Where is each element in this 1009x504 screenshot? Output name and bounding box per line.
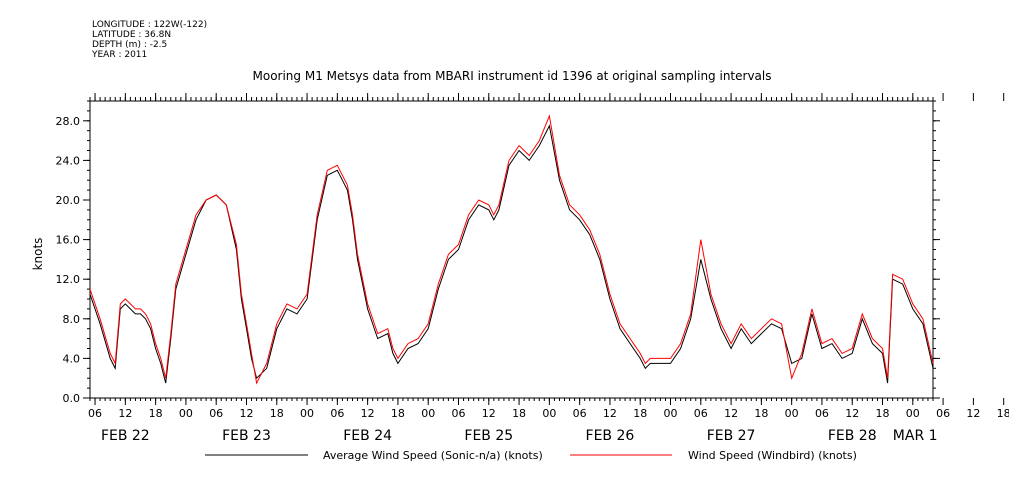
x-tick-label: 12 xyxy=(118,407,132,420)
y-tick-label: 28.0 xyxy=(56,115,81,128)
x-tick-label: 18 xyxy=(270,407,284,420)
y-tick-label: 4.0 xyxy=(63,352,81,365)
latitude-label: LATITUDE : 36.8N xyxy=(92,30,172,40)
x-tick-label: 06 xyxy=(209,407,223,420)
x-day-label: FEB 22 xyxy=(101,428,150,444)
x-tick-label: 18 xyxy=(149,407,163,420)
x-tick-label: 12 xyxy=(482,407,496,420)
x-tick-label: 12 xyxy=(603,407,617,420)
x-tick-label: 00 xyxy=(906,407,920,420)
x-tick-label: 06 xyxy=(451,407,465,420)
x-tick-label: 18 xyxy=(633,407,647,420)
depth-label: DEPTH (m) : -2.5 xyxy=(92,40,168,50)
x-tick-label: 06 xyxy=(694,407,708,420)
plot-frame xyxy=(89,100,934,399)
x-tick-label: 18 xyxy=(876,407,890,420)
year-label: YEAR : 2011 xyxy=(92,50,148,60)
y-tick-label: 16.0 xyxy=(56,234,81,247)
minor-ticks xyxy=(87,97,936,401)
x-tick-label: 00 xyxy=(542,407,556,420)
x-day-label: FEB 27 xyxy=(707,428,756,444)
y-tick-label: 24.0 xyxy=(56,154,81,167)
x-tick-label: 00 xyxy=(785,407,799,420)
longitude-label: LONGITUDE : 122W(-122) xyxy=(92,20,208,30)
legend: Average Wind Speed (Sonic-n/a) (knots) Wi… xyxy=(205,449,857,462)
x-tick-label: 06 xyxy=(936,407,950,420)
x-day-label: FEB 26 xyxy=(586,428,635,444)
x-tick-label: 18 xyxy=(754,407,768,420)
y-axis: 0.0 4.0 8.0 12.0 16.0 20.0 24.0 28.0 xyxy=(56,115,940,405)
y-tick-label: 12.0 xyxy=(56,273,81,286)
series-lines xyxy=(89,114,934,385)
chart-title: Mooring M1 Metsys data from MBARI instru… xyxy=(253,69,772,83)
y-tick-label: 0.0 xyxy=(63,392,81,405)
x-tick-label: 18 xyxy=(391,407,405,420)
x-tick-label: 12 xyxy=(239,407,253,420)
x-tick-label: 06 xyxy=(573,407,587,420)
x-day-label: FEB 28 xyxy=(828,428,877,444)
legend-label-windbird-wind-speed: Wind Speed (Windbird) (knots) xyxy=(688,449,857,462)
x-tick-label: 18 xyxy=(997,407,1009,420)
x-day-label: FEB 23 xyxy=(222,428,271,444)
y-axis-label: knots xyxy=(31,238,45,271)
x-tick-label: 06 xyxy=(815,407,829,420)
x-tick-label: 06 xyxy=(330,407,344,420)
x-day-label: FEB 25 xyxy=(464,428,513,444)
series-line-average-wind-speed xyxy=(89,124,934,384)
x-tick-label: 00 xyxy=(300,407,314,420)
x-day-label: MAR 1 xyxy=(893,428,938,444)
x-tick-label: 12 xyxy=(361,407,375,420)
series-line-windbird-wind-speed xyxy=(89,114,934,385)
x-tick-label: 18 xyxy=(512,407,526,420)
x-tick-label: 12 xyxy=(966,407,980,420)
x-tick-label: 12 xyxy=(724,407,738,420)
x-tick-label: 00 xyxy=(179,407,193,420)
x-axis: 06 12 18 00 06 12 18 00 06 12 18 00 06 12 18 00 06 12 18 00… xyxy=(88,93,1009,444)
y-tick-label: 8.0 xyxy=(63,313,81,326)
x-tick-label: 06 xyxy=(88,407,102,420)
x-tick-label: 00 xyxy=(421,407,435,420)
x-day-label: FEB 24 xyxy=(343,428,392,444)
x-tick-label: 00 xyxy=(664,407,678,420)
y-tick-label: 20.0 xyxy=(56,194,81,207)
legend-label-average-wind-speed: Average Wind Speed (Sonic-n/a) (knots) xyxy=(323,449,543,462)
mooring-metadata: LONGITUDE : 122W(-122) LATITUDE : 36.8N … xyxy=(92,20,207,60)
x-tick-label: 12 xyxy=(845,407,859,420)
